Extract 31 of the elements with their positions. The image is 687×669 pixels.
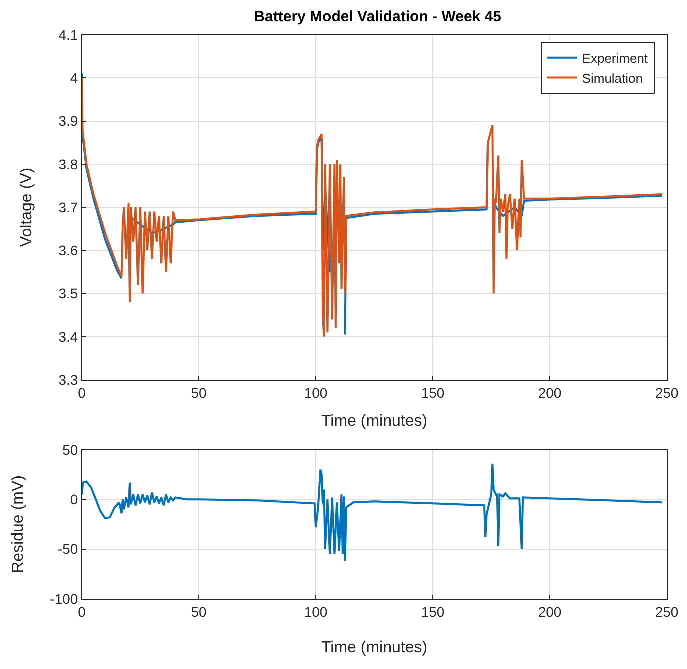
chart-title: Battery Model Validation - Week 45 <box>254 8 502 26</box>
y-tick-label: 50 <box>62 442 78 458</box>
x-tick-label: 150 <box>421 384 445 401</box>
x-tick-label: 200 <box>538 384 562 401</box>
y-tick-label: 3.8 <box>58 156 78 172</box>
y-tick-label: -50 <box>58 541 78 558</box>
y-tick-label: 4.1 <box>58 26 78 43</box>
x-tick-label: 200 <box>538 604 562 620</box>
y-tick-label: 3.5 <box>58 286 78 302</box>
y-tick-label: 3.9 <box>58 113 78 130</box>
y-tick-label: -100 <box>50 590 78 607</box>
y-tick-label: 4 <box>70 70 78 86</box>
x-tick-label: 150 <box>421 604 445 620</box>
legend-label: Simulation <box>582 70 644 86</box>
x-axis-title: Time (minutes) <box>321 413 428 430</box>
y-tick-label: 3.7 <box>58 199 78 216</box>
line-series <box>82 462 664 562</box>
x-tick-label: 100 <box>304 384 328 401</box>
y-tick-label: 0 <box>70 492 78 508</box>
y-tick-label: 3.3 <box>58 372 78 388</box>
x-tick-label: 250 <box>655 604 679 620</box>
y-axis-title: Voltage (V) <box>18 168 36 248</box>
x-tick-label: 100 <box>304 604 328 620</box>
x-tick-label: 50 <box>191 604 207 620</box>
legend-label: Experiment <box>582 50 648 66</box>
x-tick-label: 50 <box>191 384 207 401</box>
y-axis-title: Residue (mV) <box>10 476 28 574</box>
y-tick-label: 3.4 <box>58 328 78 345</box>
y-tick-label: 3.6 <box>58 242 78 259</box>
x-axis-title: Time (minutes) <box>321 640 428 656</box>
x-tick-label: 250 <box>655 384 679 401</box>
